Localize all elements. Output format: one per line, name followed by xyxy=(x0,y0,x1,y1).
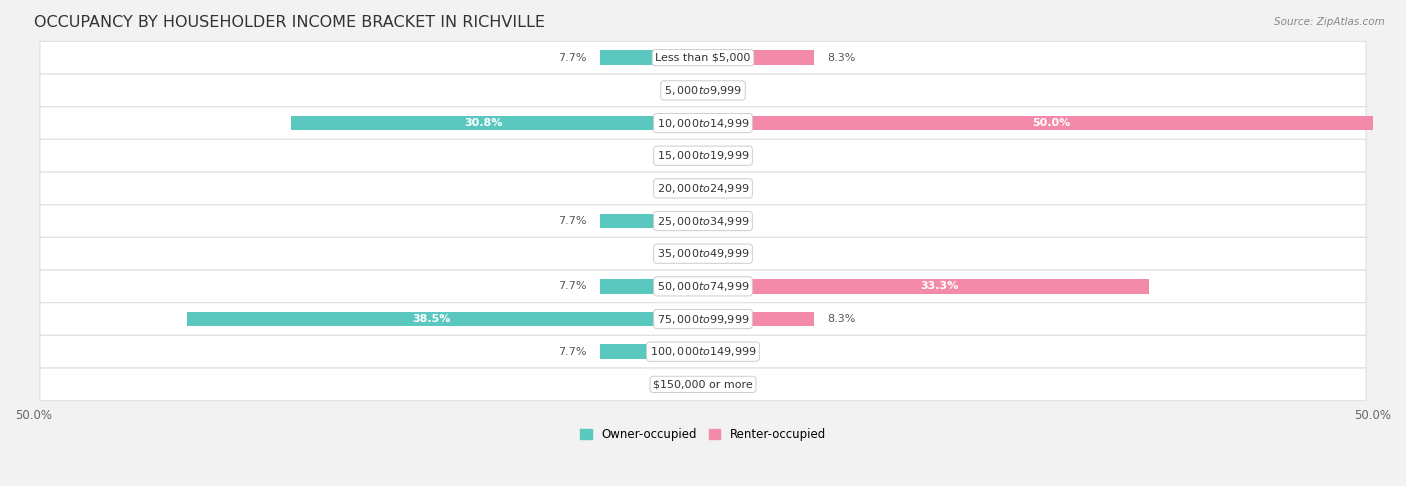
Text: OCCUPANCY BY HOUSEHOLDER INCOME BRACKET IN RICHVILLE: OCCUPANCY BY HOUSEHOLDER INCOME BRACKET … xyxy=(34,15,544,30)
FancyBboxPatch shape xyxy=(39,74,1367,107)
Text: $150,000 or more: $150,000 or more xyxy=(654,380,752,389)
Text: $75,000 to $99,999: $75,000 to $99,999 xyxy=(657,312,749,326)
Text: $100,000 to $149,999: $100,000 to $149,999 xyxy=(650,345,756,358)
Text: 7.7%: 7.7% xyxy=(558,281,586,292)
FancyBboxPatch shape xyxy=(39,237,1367,270)
Bar xyxy=(187,312,703,327)
Bar xyxy=(600,279,703,294)
Text: 0.0%: 0.0% xyxy=(717,380,745,389)
FancyBboxPatch shape xyxy=(39,303,1367,335)
FancyBboxPatch shape xyxy=(39,335,1367,368)
FancyBboxPatch shape xyxy=(39,41,1367,74)
FancyBboxPatch shape xyxy=(39,139,1367,172)
Text: $25,000 to $34,999: $25,000 to $34,999 xyxy=(657,214,749,227)
Bar xyxy=(703,116,1372,130)
Bar xyxy=(600,214,703,228)
FancyBboxPatch shape xyxy=(39,107,1367,139)
Bar xyxy=(703,312,814,327)
Text: $50,000 to $74,999: $50,000 to $74,999 xyxy=(657,280,749,293)
Text: 38.5%: 38.5% xyxy=(413,314,451,324)
Bar xyxy=(703,51,814,65)
Text: $15,000 to $19,999: $15,000 to $19,999 xyxy=(657,149,749,162)
Bar xyxy=(291,116,703,130)
Text: 0.0%: 0.0% xyxy=(661,249,689,259)
FancyBboxPatch shape xyxy=(39,270,1367,303)
Text: $20,000 to $24,999: $20,000 to $24,999 xyxy=(657,182,749,195)
Bar xyxy=(703,279,1149,294)
Text: $5,000 to $9,999: $5,000 to $9,999 xyxy=(664,84,742,97)
Text: 0.0%: 0.0% xyxy=(717,216,745,226)
Text: 7.7%: 7.7% xyxy=(558,216,586,226)
Text: 0.0%: 0.0% xyxy=(717,249,745,259)
FancyBboxPatch shape xyxy=(39,205,1367,237)
Text: 0.0%: 0.0% xyxy=(661,380,689,389)
Text: Source: ZipAtlas.com: Source: ZipAtlas.com xyxy=(1274,17,1385,27)
Text: 8.3%: 8.3% xyxy=(828,52,856,63)
FancyBboxPatch shape xyxy=(39,368,1367,400)
Text: 33.3%: 33.3% xyxy=(920,281,959,292)
Text: 50.0%: 50.0% xyxy=(1032,118,1070,128)
Text: 30.8%: 30.8% xyxy=(464,118,502,128)
Text: 7.7%: 7.7% xyxy=(558,52,586,63)
FancyBboxPatch shape xyxy=(39,172,1367,205)
Text: $35,000 to $49,999: $35,000 to $49,999 xyxy=(657,247,749,260)
Text: 7.7%: 7.7% xyxy=(558,347,586,357)
Text: 0.0%: 0.0% xyxy=(717,347,745,357)
Text: Less than $5,000: Less than $5,000 xyxy=(655,52,751,63)
Bar xyxy=(600,51,703,65)
Text: 0.0%: 0.0% xyxy=(661,183,689,193)
Text: $10,000 to $14,999: $10,000 to $14,999 xyxy=(657,117,749,130)
Text: 0.0%: 0.0% xyxy=(661,86,689,95)
Bar xyxy=(600,345,703,359)
Text: 8.3%: 8.3% xyxy=(828,314,856,324)
Legend: Owner-occupied, Renter-occupied: Owner-occupied, Renter-occupied xyxy=(575,423,831,446)
Text: 0.0%: 0.0% xyxy=(717,86,745,95)
Text: 0.0%: 0.0% xyxy=(717,183,745,193)
Text: 0.0%: 0.0% xyxy=(661,151,689,161)
Text: 0.0%: 0.0% xyxy=(717,151,745,161)
